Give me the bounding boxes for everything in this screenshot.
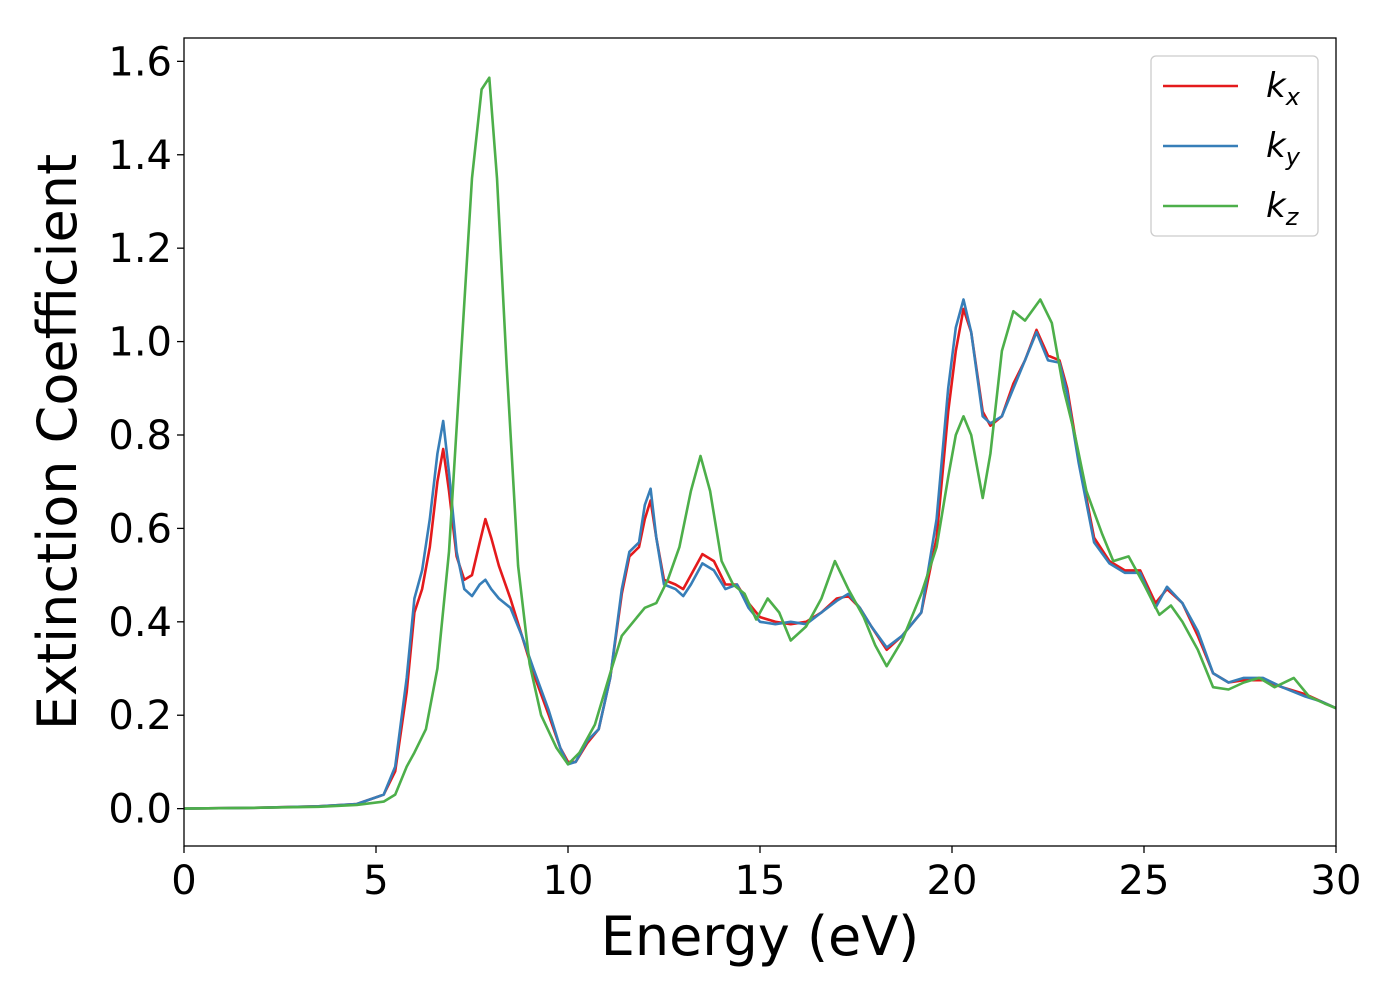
legend-label-x: kx xyxy=(1266,66,1301,111)
y-tick-label: 0.0 xyxy=(108,787,172,833)
y-tick-label: 1.0 xyxy=(108,320,172,366)
y-axis: 0.0 0.2 0.4 0.6 0.8 1.0 1.2 1.4 1.6 xyxy=(108,39,184,833)
series-line-y xyxy=(184,298,1336,810)
legend-label-z: kz xyxy=(1266,186,1300,231)
y-tick-label: 1.2 xyxy=(108,226,172,272)
x-tick-label: 30 xyxy=(1311,858,1362,904)
y-axis-label: Extinction Coefficient xyxy=(26,154,89,730)
x-tick-label: 15 xyxy=(735,858,786,904)
x-tick-label: 25 xyxy=(1119,858,1170,904)
x-tick-label: 0 xyxy=(171,858,196,904)
legend-label-y: ky xyxy=(1266,126,1301,171)
y-tick-label: 1.6 xyxy=(108,39,172,85)
series-line-z xyxy=(184,76,1336,810)
legend: kx ky kz xyxy=(1150,55,1319,237)
series-line-x xyxy=(184,307,1336,810)
y-tick-label: 0.6 xyxy=(108,506,172,552)
x-axis: 0 5 10 15 20 25 30 xyxy=(171,846,1361,904)
y-tick-label: 0.8 xyxy=(108,413,172,459)
x-axis-label: Energy (eV) xyxy=(601,905,920,968)
x-tick-label: 20 xyxy=(927,858,978,904)
y-tick-label: 0.2 xyxy=(108,693,172,739)
x-tick-label: 5 xyxy=(363,858,388,904)
x-tick-label: 10 xyxy=(543,858,594,904)
series-lines xyxy=(184,76,1336,810)
y-tick-label: 0.4 xyxy=(108,600,172,646)
y-tick-label: 1.4 xyxy=(108,133,172,179)
